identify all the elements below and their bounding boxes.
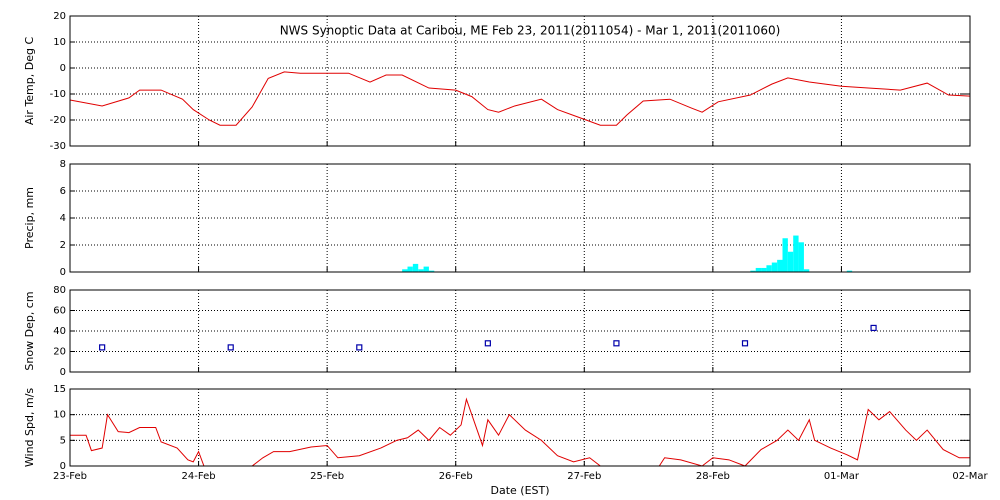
x-tick-label: 24-Feb <box>182 471 216 482</box>
point <box>227 344 234 351</box>
x-tick-label: 28-Feb <box>696 471 730 482</box>
y-tick-label: 40 <box>53 326 66 337</box>
x-tick-label: 02-Mar <box>952 471 988 482</box>
x-tick-label: 25-Feb <box>310 471 344 482</box>
y-axis-label: Air Temp, Deg C <box>23 37 36 126</box>
y-tick-label: 60 <box>53 306 66 317</box>
y-tick-label: -10 <box>50 89 66 100</box>
bar <box>803 269 810 272</box>
point <box>613 340 620 347</box>
y-tick-label: 10 <box>53 410 66 421</box>
point <box>741 340 749 347</box>
bar <box>418 269 424 272</box>
y-tick-label: 0 <box>60 461 66 472</box>
y-tick-label: 20 <box>53 347 66 358</box>
y-axis-label: Wind Spd, m/s <box>23 388 36 468</box>
line-series <box>69 71 971 126</box>
plot-frame <box>69 163 971 273</box>
bar <box>766 265 772 272</box>
y-axis-label: Snow Dep, cm <box>23 291 36 370</box>
y-tick-label: 80 <box>53 285 66 296</box>
bar <box>787 251 794 272</box>
y-tick-label: 10 <box>53 37 66 48</box>
bar <box>793 235 799 272</box>
bar <box>412 263 419 272</box>
bar <box>407 266 413 272</box>
y-tick-label: 8 <box>60 159 66 170</box>
y-tick-label: 6 <box>60 186 66 197</box>
y-tick-label: -30 <box>50 141 66 152</box>
bar <box>782 238 788 272</box>
y-tick-label: -20 <box>50 115 66 126</box>
point <box>356 344 363 351</box>
y-tick-label: 0 <box>60 63 66 74</box>
x-tick-label: 23-Feb <box>53 471 87 482</box>
bar <box>798 242 804 272</box>
x-tick-label: 01-Mar <box>824 471 860 482</box>
chart-title: NWS Synoptic Data at Caribou, ME Feb 23,… <box>280 24 781 38</box>
bar <box>402 269 408 272</box>
bar <box>423 266 429 272</box>
bar <box>846 270 853 272</box>
y-axis-label: Precip, mm <box>23 187 36 249</box>
y-tick-label: 20 <box>53 11 66 22</box>
y-tick-label: 0 <box>60 367 66 378</box>
y-tick-label: 15 <box>53 384 66 395</box>
point <box>484 340 491 347</box>
y-tick-label: 2 <box>60 240 66 251</box>
point <box>870 324 877 332</box>
plot-frame <box>69 388 971 467</box>
point <box>99 344 106 351</box>
y-tick-label: 0 <box>60 267 66 278</box>
plot-frame <box>69 289 971 373</box>
bar <box>428 270 435 272</box>
x-axis-label: Date (EST) <box>490 484 549 497</box>
y-tick-label: 5 <box>60 435 66 446</box>
bar <box>750 270 756 272</box>
bar <box>755 267 762 272</box>
bar <box>777 259 783 272</box>
x-tick-label: 27-Feb <box>567 471 601 482</box>
bar <box>761 267 767 272</box>
x-tick-label: 26-Feb <box>439 471 473 482</box>
bar <box>771 262 778 272</box>
y-tick-label: 4 <box>60 213 66 224</box>
line-series <box>70 397 970 467</box>
plot-frame <box>69 15 971 147</box>
